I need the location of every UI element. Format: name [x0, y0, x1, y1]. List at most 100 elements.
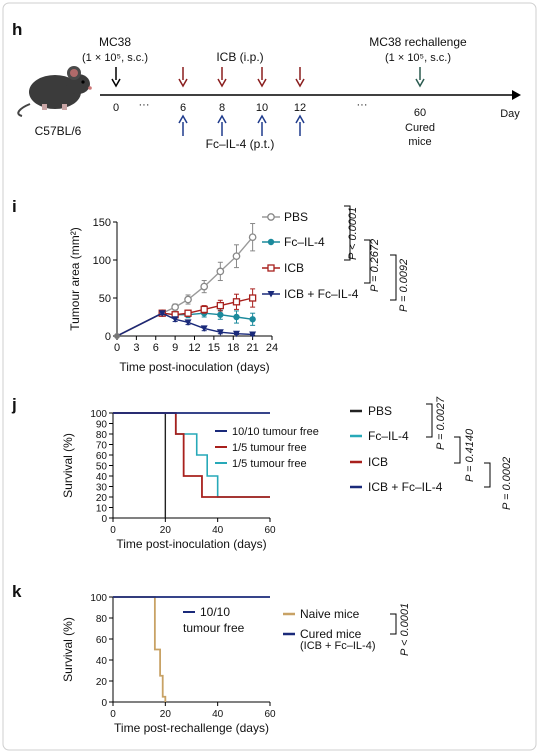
- x-tick-label: 0: [110, 525, 116, 536]
- y-tick-label: 70: [96, 441, 108, 452]
- survival-line-naive-mice: [113, 596, 167, 702]
- data-point: [267, 264, 275, 272]
- stat-bracket: [364, 239, 371, 284]
- x-tick-label: 15: [208, 342, 220, 354]
- stat-bracket: [390, 254, 397, 301]
- mc38-dose-label: (1 × 10⁵, s.c.): [82, 52, 148, 64]
- y-tick-label: 60: [96, 635, 108, 646]
- mouse-ear-inner: [70, 69, 78, 77]
- y-tick-label: 60: [96, 451, 108, 462]
- mouse-illustration: [17, 66, 92, 117]
- panel-letter-j: j: [11, 395, 17, 414]
- x-tick-label: 40: [212, 525, 224, 536]
- x-tick-label: 6: [153, 342, 159, 354]
- data-point: [232, 252, 241, 261]
- tumour-free-label: 1/5 tumour free: [232, 442, 307, 454]
- survival-line-icb: [113, 412, 270, 498]
- data-point: [232, 298, 241, 306]
- x-tick-label: 0: [114, 342, 120, 354]
- data-point: [184, 309, 192, 317]
- x-tick-label: 40: [212, 709, 224, 720]
- timeline-arrowhead: [512, 90, 521, 100]
- legend-label: ICB: [284, 261, 304, 275]
- x-tick-label: 21: [247, 342, 259, 354]
- timeline-ellipsis: ···: [357, 99, 368, 111]
- data-point: [232, 330, 240, 338]
- stat-p-value: P < 0.0001: [347, 207, 359, 260]
- y-axis-title: Survival (%): [61, 433, 75, 498]
- legend-label: ICB + Fc–IL-4: [368, 480, 443, 494]
- timeline-tick-label: 0: [113, 102, 119, 114]
- panel-letter-i: i: [12, 197, 17, 216]
- cured-mice-label-2: mice: [408, 136, 431, 148]
- x-tick-label: 20: [160, 709, 172, 720]
- timeline-tick-label: 6: [180, 102, 186, 114]
- stat-p-value: P = 0.2672: [369, 239, 381, 292]
- data-point: [249, 316, 256, 323]
- stat-bracket: [426, 403, 433, 438]
- stat-bracket: [344, 205, 351, 261]
- timeline-arrows: [111, 67, 425, 136]
- y-tick-label: 100: [90, 409, 107, 420]
- panel-k: k 0 20 40 60 0 20 40 60 80 100 Time post-rechallen…: [12, 582, 411, 735]
- legend-label: ICB: [368, 455, 388, 469]
- schedule-arrow-head: [257, 78, 267, 88]
- schedule-arrow-head: [217, 78, 227, 88]
- legend-item: PBS: [262, 210, 308, 224]
- panel-letter-h: h: [12, 20, 22, 39]
- legend-item: ICB: [262, 261, 304, 275]
- data-point: [267, 213, 275, 221]
- data-point: [267, 291, 275, 298]
- y-tick-label: 150: [93, 217, 111, 229]
- y-axis-title: Survival (%): [61, 617, 75, 682]
- data-point: [267, 238, 275, 246]
- cured-mice-label-1: Cured: [405, 122, 435, 134]
- series-line: [116, 312, 253, 337]
- data-point: [171, 303, 179, 311]
- timeline-tick-label: 60: [414, 107, 426, 119]
- legend-label: Cured mice: [300, 627, 362, 641]
- y-tick-label: 20: [96, 677, 108, 688]
- panel-h: h C57BL/6 Day MC38 (1 × 10⁵, s.c.) ICB (…: [12, 20, 521, 151]
- cured-mice-treatment: (ICB + Fc–IL-4): [300, 640, 376, 652]
- tumour-free-label: 10/10 tumour free: [232, 426, 319, 438]
- legend-label: Fc–IL-4: [284, 235, 325, 249]
- y-tick-label: 10: [96, 504, 108, 515]
- y-tick-label: 90: [96, 420, 108, 431]
- y-tick-label: 0: [105, 331, 111, 343]
- mouse-nose: [88, 86, 92, 90]
- y-tick-label: 100: [90, 593, 107, 604]
- mouse-strain-label: C57BL/6: [35, 124, 82, 138]
- y-axis-title: Tumour area (mm²): [68, 227, 82, 331]
- legend-item: Fc–IL-4: [262, 235, 325, 249]
- x-tick-label: 24: [266, 342, 278, 354]
- stat-p-value: P = 0.0092: [398, 259, 410, 312]
- panel-i: i 0 3 6 9 12 15 18 21 24 0 50 100 150 Time post-inocu…: [12, 197, 410, 374]
- fc-il4-schedule-label: Fc–IL-4 (p.t.): [206, 137, 275, 151]
- schedule-arrow-head: [295, 78, 305, 88]
- survival-chart-rechallenge: 0 20 40 60 0 20 40 60 80 100 Time post-rechallenge…: [61, 593, 362, 735]
- data-point: [184, 295, 192, 304]
- rechallenge-label: MC38 rechallenge: [369, 35, 467, 49]
- data-point: [248, 233, 257, 242]
- schedule-arrow-head: [178, 78, 188, 88]
- tumour-free-label-1: 10/10: [200, 605, 230, 619]
- y-tick-label: 20: [96, 493, 108, 504]
- legend-item: ICB + Fc–IL-4: [262, 287, 359, 301]
- data-point: [233, 313, 240, 321]
- x-tick-label: 9: [172, 342, 178, 354]
- schedule-arrow-head: [257, 114, 267, 124]
- series-icb: [116, 288, 257, 337]
- schedule-arrow-head: [178, 114, 188, 124]
- series-icb-fc-il-4: [116, 310, 257, 338]
- schedule-arrow-head: [295, 114, 305, 124]
- panel-letter-k: k: [12, 582, 22, 601]
- x-tick-label: 18: [227, 342, 239, 354]
- y-tick-label: 0: [101, 514, 107, 525]
- data-point: [200, 325, 208, 332]
- x-tick-label: 20: [160, 525, 172, 536]
- schedule-arrow-head: [217, 114, 227, 124]
